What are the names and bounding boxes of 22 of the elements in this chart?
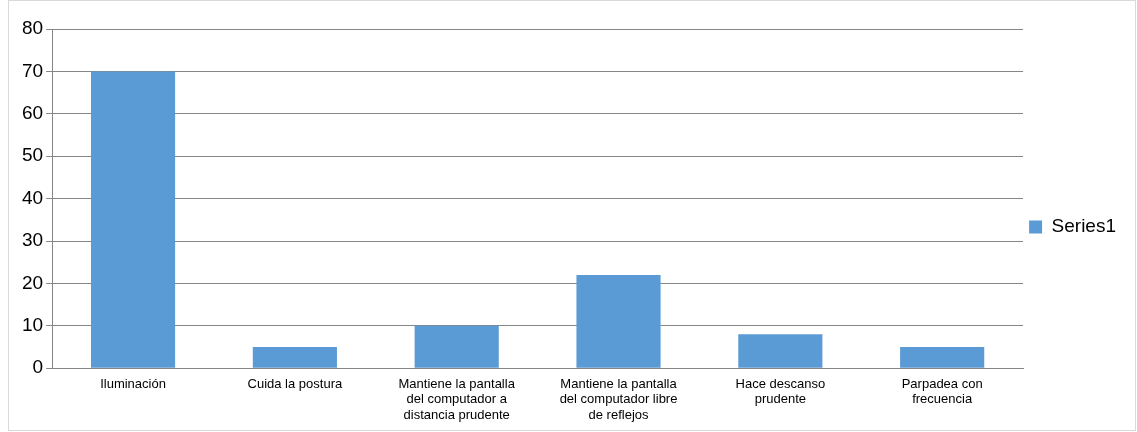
x-tick-label: Mantiene la pantalla del computador a distancia prudente (398, 375, 516, 422)
y-tick-label: 50 (21, 144, 44, 166)
y-tick-label: 40 (21, 186, 44, 208)
x-tick-label: Hace descanso prudente (735, 375, 826, 407)
bar (738, 334, 823, 368)
y-tick-label: 10 (21, 314, 44, 336)
y-tick-label: 20 (21, 271, 44, 293)
bar (900, 347, 985, 368)
bar (576, 274, 661, 368)
y-tick-label: 70 (21, 59, 44, 81)
bar (414, 325, 499, 368)
y-tick-label: 60 (21, 102, 44, 124)
x-tick-label: Iluminación (100, 375, 166, 391)
x-tick-label: Cuida la postura (247, 375, 343, 391)
y-tick-label: 0 (32, 356, 44, 378)
x-tick-label: Parpadea con frecuencia (901, 375, 983, 407)
bar (90, 71, 176, 368)
bar (252, 347, 337, 368)
x-tick-label: Mantiene la pantalla del computador libre de reflejos (559, 375, 678, 422)
y-tick-label: 80 (21, 17, 44, 39)
y-tick-label: 30 (21, 229, 44, 251)
legend-label: Series1 (1051, 215, 1116, 237)
